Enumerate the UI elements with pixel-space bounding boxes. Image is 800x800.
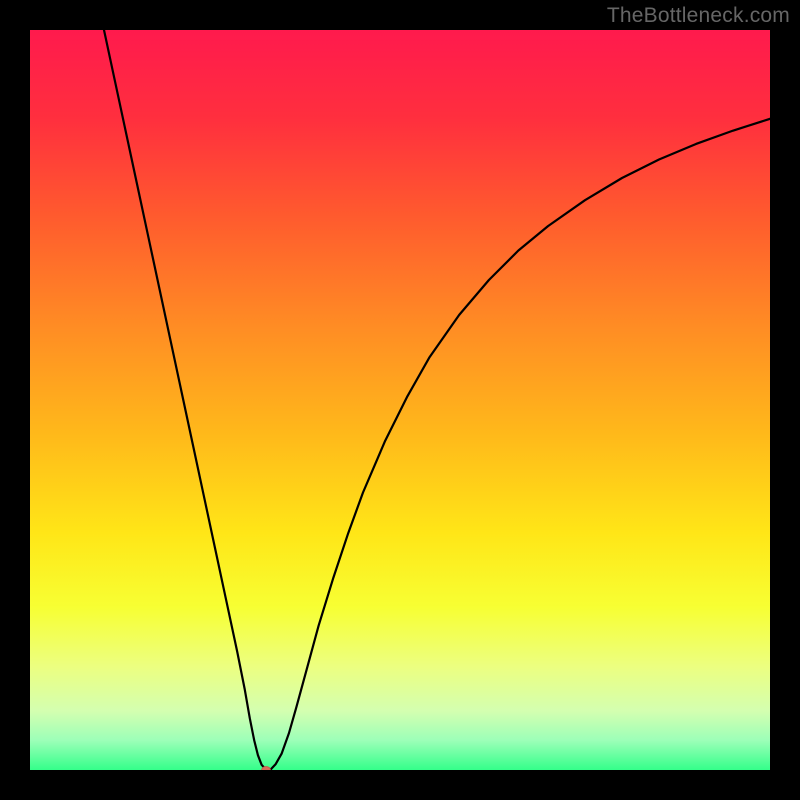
watermark-text: TheBottleneck.com	[607, 4, 790, 28]
chart-container: TheBottleneck.com	[0, 0, 800, 800]
optimal-point-marker	[262, 767, 271, 771]
chart-svg	[30, 30, 770, 770]
plot-area	[30, 30, 770, 770]
gradient-background	[30, 30, 770, 770]
